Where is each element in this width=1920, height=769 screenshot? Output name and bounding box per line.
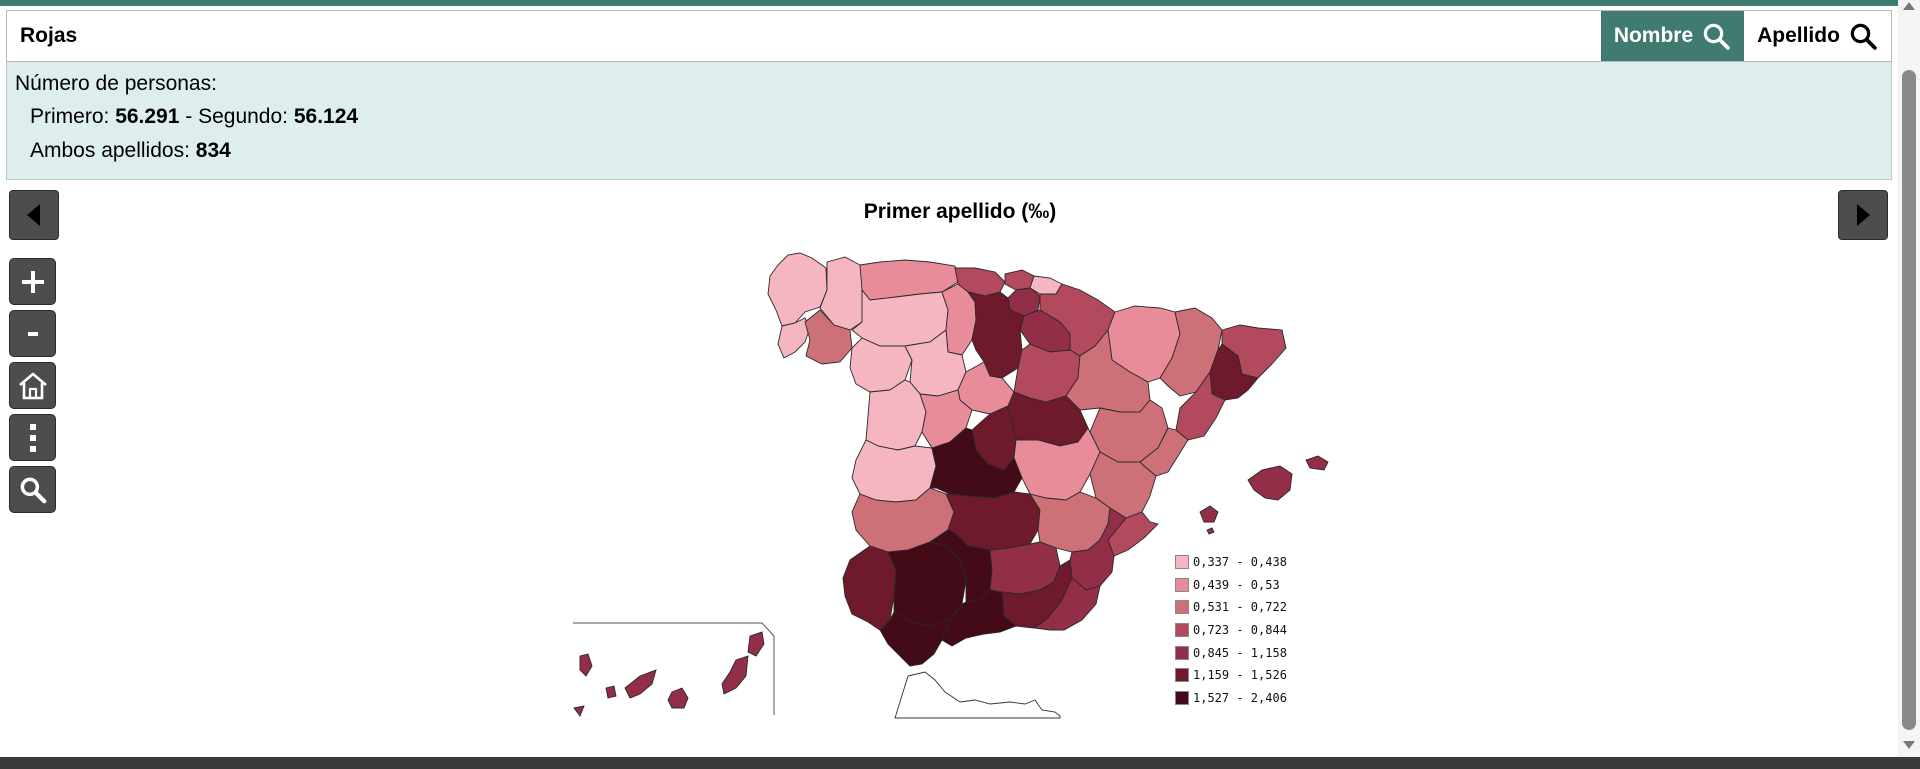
legend-item: 1,159 - 1,526 <box>1175 664 1287 687</box>
province-huelva[interactable] <box>842 545 897 631</box>
more-vertical-icon <box>29 423 36 452</box>
province-caceres[interactable] <box>851 439 937 503</box>
province-toledo[interactable] <box>929 427 1023 499</box>
first-surname-label: Primero: <box>30 105 116 128</box>
map-title: Primer apellido (‰) <box>863 200 1057 223</box>
home-button[interactable] <box>9 362 56 409</box>
legend-swatch <box>1175 690 1189 705</box>
province-las-palmas-gran-canaria[interactable] <box>667 687 689 709</box>
legend-label: 0,723 - 0,844 <box>1193 623 1287 638</box>
province-malaga[interactable] <box>941 589 1017 647</box>
legend-label: 0,531 - 0,722 <box>1193 600 1287 615</box>
first-second-counts: Primero: 56.291 - Segundo: 56.124 <box>30 105 358 129</box>
province-el-hierro[interactable] <box>573 705 585 717</box>
scroll-down-arrow-icon[interactable] <box>1902 739 1916 751</box>
both-surnames-count: 834 <box>195 139 231 162</box>
legend-item: 0,723 - 0,844 <box>1175 619 1287 642</box>
province-sevilla[interactable] <box>887 541 967 627</box>
legend-swatch <box>1175 577 1189 592</box>
province-tenerife[interactable] <box>624 669 657 699</box>
legend-label: 0,439 - 0,53 <box>1193 577 1280 592</box>
province-ourense[interactable] <box>804 309 853 365</box>
province-almeria[interactable] <box>1032 577 1101 631</box>
province-tarragona[interactable] <box>1175 370 1226 441</box>
province-mallorca[interactable] <box>1247 465 1293 501</box>
search-by-surname-label: Apellido <box>1757 24 1840 47</box>
second-surname-label: - Segundo: <box>179 105 294 128</box>
legend-swatch <box>1175 668 1189 683</box>
province-valencia[interactable] <box>1089 451 1157 519</box>
province-las-palmas-fuerteventura[interactable] <box>721 655 749 695</box>
top-accent-bar <box>0 0 1920 6</box>
legend-swatch <box>1175 623 1189 638</box>
more-options-button[interactable] <box>9 414 56 461</box>
legend-swatch <box>1175 600 1189 615</box>
province-cuenca[interactable] <box>1013 427 1101 501</box>
legend-label: 1,527 - 2,406 <box>1193 690 1287 705</box>
scrollbar-thumb[interactable] <box>1902 70 1916 730</box>
legend-item: 0,531 - 0,722 <box>1175 596 1287 619</box>
province-la-palma[interactable] <box>579 653 593 677</box>
province-barcelona[interactable] <box>1209 343 1259 401</box>
province-lugo[interactable] <box>819 256 865 331</box>
search-icon <box>20 477 46 503</box>
search-by-surname-button[interactable]: Apellido <box>1744 11 1891 61</box>
map-legend: 0,337 - 0,438 0,439 - 0,53 0,531 - 0,722 0,… <box>1175 551 1287 709</box>
bottom-bar <box>0 757 1920 769</box>
legend-item: 1,527 - 2,406 <box>1175 687 1287 710</box>
province-pontevedra[interactable] <box>777 317 811 359</box>
province-cadiz[interactable] <box>879 611 951 667</box>
legend-label: 0,845 - 1,158 <box>1193 645 1287 660</box>
previous-map-button[interactable] <box>9 190 59 240</box>
legend-label: 1,159 - 1,526 <box>1193 668 1287 683</box>
home-icon <box>18 372 47 399</box>
plus-icon <box>21 270 44 293</box>
zoom-in-button[interactable] <box>9 258 56 305</box>
legend-item: 0,845 - 1,158 <box>1175 641 1287 664</box>
search-bar: Nombre Apellido <box>6 10 1892 62</box>
province-bizkaia[interactable] <box>1004 269 1035 291</box>
ceuta-coastline <box>894 671 1061 719</box>
people-count-panel: Número de personas: Primero: 56.291 - Se… <box>6 62 1892 180</box>
scroll-up-arrow-icon[interactable] <box>1902 0 1916 12</box>
legend-item: 0,439 - 0,53 <box>1175 574 1287 597</box>
search-icon <box>1850 23 1877 50</box>
triangle-right-icon <box>1857 204 1870 226</box>
surname-search-input[interactable] <box>7 11 1601 61</box>
province-leon[interactable] <box>851 288 949 347</box>
triangle-left-icon <box>27 204 40 226</box>
minus-icon <box>27 331 38 336</box>
legend-label: 0,337 - 0,438 <box>1193 555 1287 570</box>
canary-islands-inset-frame <box>573 622 775 715</box>
province-las-palmas-lanzarote[interactable] <box>747 631 765 657</box>
both-surnames-counts: Ambos apellidos: 834 <box>30 139 231 163</box>
next-map-button[interactable] <box>1838 190 1888 240</box>
legend-swatch <box>1175 555 1189 570</box>
legend-swatch <box>1175 645 1189 660</box>
second-surname-count: 56.124 <box>293 105 359 128</box>
map-search-button[interactable] <box>9 466 56 513</box>
people-count-label: Número de personas: <box>15 72 217 95</box>
both-surnames-label: Ambos apellidos: <box>30 139 196 162</box>
zoom-out-button[interactable] <box>9 310 56 357</box>
first-surname-count: 56.291 <box>115 105 180 128</box>
search-by-name-label: Nombre <box>1613 24 1694 47</box>
province-la-gomera[interactable] <box>605 685 617 699</box>
province-menorca[interactable] <box>1305 455 1329 471</box>
search-icon <box>1703 23 1730 50</box>
search-by-name-button[interactable]: Nombre <box>1601 11 1744 61</box>
spain-choropleth-map <box>573 252 1329 719</box>
formentera-island <box>1206 527 1215 535</box>
province-ibiza[interactable] <box>1199 505 1219 523</box>
legend-item: 0,337 - 0,438 <box>1175 551 1287 574</box>
